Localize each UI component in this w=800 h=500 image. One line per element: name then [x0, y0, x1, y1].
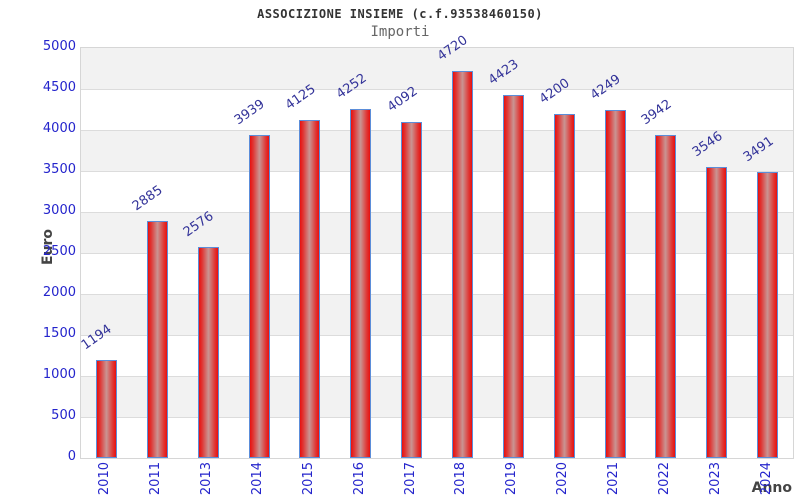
bar-2021	[604, 109, 626, 458]
plot-band	[81, 417, 793, 458]
y-tick-label: 0	[67, 449, 76, 464]
y-tick-label: 3500	[42, 162, 76, 177]
x-tick-label-2018: 2018	[453, 462, 469, 496]
x-tick-label-2021: 2021	[606, 462, 621, 496]
x-tick-label-2015: 2015	[300, 462, 316, 496]
x-tick-label-2022: 2022	[656, 462, 672, 496]
plot-band	[81, 294, 793, 335]
y-tick-label: 1500	[42, 326, 76, 341]
chart-title: ASSOCIZIONE INSIEME (c.f.93538460150)	[257, 7, 543, 21]
x-tick-label-2024: 2024	[758, 462, 774, 496]
y-tick-label: 500	[51, 408, 76, 423]
bar-2022	[655, 134, 677, 458]
x-tick-label-2019: 2019	[504, 462, 520, 496]
bar-2014	[248, 135, 270, 458]
gridline	[81, 335, 793, 336]
y-tick-label: 2000	[42, 285, 76, 300]
chart-subtitle: Importi	[370, 24, 430, 40]
y-tick-label: 1000	[42, 367, 76, 382]
plot-band	[81, 335, 793, 376]
plot-area	[80, 47, 794, 459]
plot-band	[81, 253, 793, 294]
gridline	[81, 89, 793, 90]
x-tick-label-2017: 2017	[402, 462, 418, 496]
x-tick-label-2016: 2016	[351, 462, 367, 496]
plot-band	[81, 89, 793, 130]
x-axis-title: Anno	[751, 480, 792, 496]
x-tick-label-2013: 2013	[199, 462, 215, 496]
x-tick-label-2010: 2010	[97, 462, 113, 496]
bar-2018	[451, 70, 473, 458]
bar-2024	[757, 171, 779, 458]
gridline	[81, 376, 793, 377]
gridline	[81, 417, 793, 418]
gridline	[81, 130, 793, 131]
bar-2010	[95, 360, 117, 458]
bar-2023	[706, 167, 728, 458]
bar-2020	[553, 113, 575, 458]
y-tick-label: 4500	[42, 80, 76, 95]
x-tick-label-2014: 2014	[250, 462, 265, 496]
bar-2013	[197, 246, 219, 458]
plot-band	[81, 130, 793, 171]
gridline	[81, 212, 793, 213]
y-tick-label: 3000	[42, 203, 76, 218]
x-tick-label-2023: 2023	[707, 462, 723, 496]
plot-band	[81, 171, 793, 212]
y-tick-label: 2500	[42, 244, 76, 259]
bar-2011	[146, 221, 168, 458]
bar-2016	[350, 109, 372, 458]
plot-band	[81, 376, 793, 417]
bar-2017	[401, 122, 423, 458]
bar-2015	[299, 119, 321, 458]
y-tick-label: 5000	[42, 39, 76, 54]
x-tick-label-2020: 2020	[555, 462, 571, 496]
bar-2019	[502, 95, 524, 458]
gridline	[81, 294, 793, 295]
gridline	[81, 171, 793, 172]
x-tick-label-2011: 2011	[148, 462, 164, 496]
gridline	[81, 253, 793, 254]
y-tick-label: 4000	[42, 121, 76, 136]
plot-band	[81, 48, 793, 89]
